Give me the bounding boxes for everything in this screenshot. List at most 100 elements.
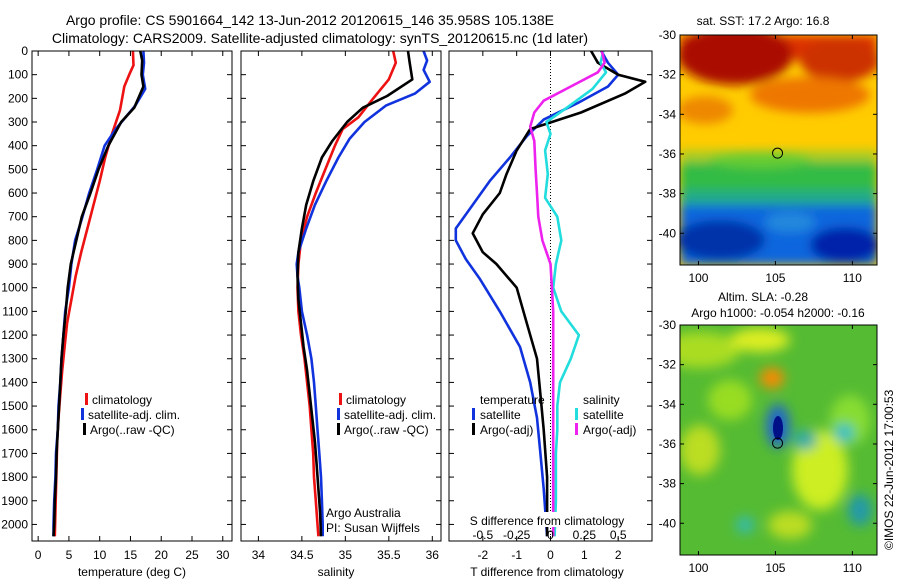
xtick-label: 35.5 [377, 548, 401, 562]
temperature-series [52, 51, 147, 537]
legend-sal-argo: Argo(-adj) [583, 423, 636, 437]
map-lat-label: -40 [659, 226, 677, 240]
credit-line2: PI: Susan Wijffels [326, 521, 420, 535]
map-lat-label: -30 [659, 28, 677, 42]
xtick-label: 5 [66, 548, 73, 562]
sst-field [680, 35, 877, 265]
legend-swatch-sal-satellite [575, 408, 578, 420]
credit-line1: Argo Australia [326, 506, 401, 520]
series-line [296, 51, 414, 537]
salinity-xlabel: salinity [318, 565, 355, 579]
series-line [528, 51, 606, 537]
xtick-label: -2 [477, 548, 488, 562]
legend-swatch-climatology [85, 393, 88, 405]
temperature-yticks: 0 100 200 300 400 500 600 700 800 900 1000 1100 1200… [1, 44, 232, 531]
legend-satellite-adj: satellite-adj. clim. [344, 408, 436, 422]
imos-stamp: ©IMOS 22-Jun-2012 17:00:53 [882, 389, 896, 550]
map-lon-label: 100 [688, 271, 708, 285]
top-xtick-label: 0.25 [573, 528, 597, 542]
ytick-label: 300 [8, 115, 28, 129]
top-xtick-label: -0.5 [472, 528, 493, 542]
diff-top-label-bg [470, 512, 630, 527]
xtick-label: 20 [155, 548, 169, 562]
sla-map: Altim. SLA: -0.28 Argo h1000: -0.054 h20… [659, 290, 878, 575]
xtick-label: 1 [581, 548, 588, 562]
difference-xticks: -2 -1 0 1 2 [449, 50, 652, 562]
legend-swatch-satellite [337, 408, 340, 420]
xtick-label: 2 [615, 548, 622, 562]
ytick-label: 200 [8, 91, 28, 105]
legend-climatology: climatology [92, 393, 152, 407]
sst-map: sat. SST: 17.2 Argo: 16.8 -30-32-34-36-3… [659, 14, 878, 285]
ytick-label: 1000 [1, 281, 28, 295]
temperature-panel: 0100200300400500600700800900100011001200… [1, 44, 233, 579]
legend-swatch-climatology [339, 393, 342, 405]
salinity-axes-frame [240, 50, 442, 542]
map-lat-label: -38 [659, 477, 677, 491]
map-lat-label: -36 [659, 437, 677, 451]
xtick-label: 25 [185, 548, 199, 562]
temperature-axes-frame [31, 50, 233, 542]
map-lat-label: -34 [659, 107, 677, 121]
sst-map-ticks: -30 -32 -34 -36 -38 -40 100 105 110 [659, 28, 877, 285]
top-xtick-label: -0.25 [503, 528, 531, 542]
legend-swatch-satellite [81, 408, 84, 420]
xtick-label: 34.5 [290, 548, 314, 562]
salinity-xticks: 34 34.5 35 35.5 36 [252, 51, 440, 562]
map-lat-label: -40 [659, 516, 677, 530]
ytick-label: 1700 [1, 446, 28, 460]
ytick-label: 1400 [1, 375, 28, 389]
legend-climatology: climatology [346, 393, 406, 407]
map-lon-label: 110 [843, 271, 862, 285]
xtick-label: 15 [124, 548, 138, 562]
top-xtick-label: 0 [547, 528, 554, 542]
map-lat-label: -32 [659, 68, 677, 82]
diff-top-label: S difference from climatology [470, 514, 625, 528]
temperature-xticks: 0 5 10 15 20 25 30 [35, 51, 230, 562]
map-lat-label: -36 [659, 147, 677, 161]
difference-legend: temperature satellite Argo(-adj) salinit… [472, 393, 636, 437]
legend-temp-satellite: satellite [480, 408, 521, 422]
map-lat-label: -34 [659, 397, 677, 411]
salinity-panel: 34 34.5 35 35.5 36 salinity climatology sate… [240, 50, 442, 579]
ytick-label: 1200 [1, 328, 28, 342]
xtick-label: 35 [339, 548, 353, 562]
ytick-label: 2000 [1, 517, 28, 531]
map-lon-label: 100 [688, 561, 708, 575]
map-lon-label: 110 [843, 561, 862, 575]
salinity-yticks [241, 50, 441, 525]
legend-argo-raw: Argo(..raw -QC) [90, 423, 175, 437]
legend-salinity-heading: salinity [583, 393, 620, 407]
series-line [471, 51, 647, 537]
sla-map-ticks: -30 -32 -34 -36 -38 -40 100 105 110 [659, 318, 877, 575]
salinity-legend: climatology satellite-adj. clim. Argo(..… [337, 393, 436, 437]
legend-satellite-adj: satellite-adj. clim. [88, 408, 180, 422]
ytick-label: 1500 [1, 399, 28, 413]
ytick-label: 700 [8, 210, 28, 224]
xtick-label: -1 [511, 548, 522, 562]
sla-map-title1: Altim. SLA: -0.28 [718, 290, 808, 304]
legend-swatch-argo [83, 423, 86, 435]
legend-argo-raw: Argo(..raw -QC) [344, 423, 429, 437]
figure-title-line2: Climatology: CARS2009. Satellite-adjuste… [52, 30, 588, 46]
ytick-label: 600 [8, 186, 28, 200]
difference-series [454, 51, 647, 537]
ytick-label: 1100 [2, 304, 28, 318]
legend-temperature-heading: temperature [480, 393, 545, 407]
series-line [543, 51, 608, 537]
map-lat-label: -30 [659, 318, 677, 332]
difference-xlabel: T difference from climatology [470, 565, 624, 579]
argo-position-marker [772, 147, 784, 159]
xtick-label: 36 [426, 548, 440, 562]
sla-map-frame [679, 324, 878, 556]
ytick-label: 1900 [1, 494, 28, 508]
legend-swatch-sal-argo [575, 423, 578, 435]
xtick-label: 0 [547, 548, 554, 562]
salinity-diff-xticks: -0.5 -0.25 0 0.25 0.5 [472, 528, 626, 542]
top-xtick-label: 0.5 [610, 528, 627, 542]
legend-swatch-temp-satellite [472, 408, 475, 420]
legend-swatch-argo [337, 423, 340, 435]
map-lat-label: -32 [659, 358, 677, 372]
argo-position-marker [772, 437, 784, 449]
